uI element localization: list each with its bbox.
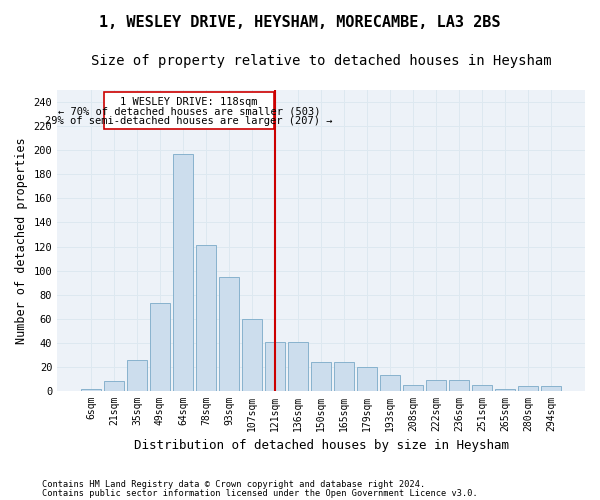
X-axis label: Distribution of detached houses by size in Heysham: Distribution of detached houses by size … xyxy=(134,440,509,452)
Text: 29% of semi-detached houses are larger (207) →: 29% of semi-detached houses are larger (… xyxy=(45,116,332,126)
Bar xyxy=(150,303,170,391)
Bar xyxy=(265,342,285,391)
Bar xyxy=(403,385,423,391)
Bar xyxy=(380,376,400,391)
Bar xyxy=(334,362,354,391)
Bar xyxy=(242,319,262,391)
Bar xyxy=(449,380,469,391)
Bar xyxy=(541,386,561,391)
Bar xyxy=(311,362,331,391)
Text: Contains HM Land Registry data © Crown copyright and database right 2024.: Contains HM Land Registry data © Crown c… xyxy=(42,480,425,489)
Bar xyxy=(173,154,193,391)
Bar xyxy=(496,388,515,391)
Bar xyxy=(472,385,492,391)
Bar xyxy=(81,388,101,391)
Text: ← 70% of detached houses are smaller (503): ← 70% of detached houses are smaller (50… xyxy=(58,106,320,117)
Bar xyxy=(104,382,124,391)
Y-axis label: Number of detached properties: Number of detached properties xyxy=(15,137,28,344)
Bar xyxy=(358,367,377,391)
Text: 1 WESLEY DRIVE: 118sqm: 1 WESLEY DRIVE: 118sqm xyxy=(120,97,257,107)
Bar xyxy=(427,380,446,391)
Bar xyxy=(288,342,308,391)
FancyBboxPatch shape xyxy=(104,92,274,128)
Text: 1, WESLEY DRIVE, HEYSHAM, MORECAMBE, LA3 2BS: 1, WESLEY DRIVE, HEYSHAM, MORECAMBE, LA3… xyxy=(99,15,501,30)
Bar xyxy=(219,276,239,391)
Title: Size of property relative to detached houses in Heysham: Size of property relative to detached ho… xyxy=(91,54,551,68)
Bar xyxy=(518,386,538,391)
Bar xyxy=(196,246,216,391)
Bar xyxy=(127,360,147,391)
Text: Contains public sector information licensed under the Open Government Licence v3: Contains public sector information licen… xyxy=(42,490,478,498)
